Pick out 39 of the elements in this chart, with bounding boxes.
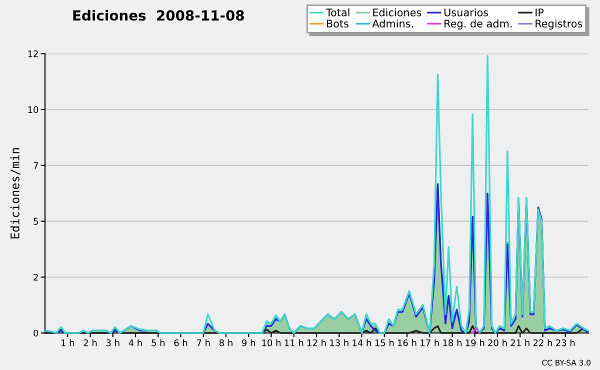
x-tick-label: 3 h: [106, 339, 120, 346]
legend-label: Usuarios: [444, 8, 488, 16]
y-tick-label: 7: [34, 162, 38, 169]
y-tick-label: 5: [34, 218, 38, 225]
x-tick-label: 5 h: [152, 339, 165, 346]
x-tick-label: 10 h: [262, 339, 281, 346]
x-tick-label: 11 h: [284, 339, 304, 346]
x-tick-label: 17 h: [420, 339, 439, 346]
x-tick-label: 4 h: [128, 339, 142, 346]
x-tick-label: 15 h: [375, 339, 394, 346]
x-tick-label: 12 h: [307, 339, 326, 346]
x-tick-label: 16 h: [398, 339, 416, 346]
x-tick-label: 13 h: [330, 339, 348, 346]
y-tick-label: 2: [34, 274, 38, 281]
x-tick-label: 1 h: [61, 339, 74, 346]
y-tick-label: 12: [28, 50, 38, 58]
legend-label: IP: [536, 8, 544, 16]
x-tick-label: 9 h: [242, 339, 256, 346]
legend-label: Reg. de adm.: [444, 19, 512, 30]
legend-label: Bots: [326, 20, 348, 28]
y-tick-label: 0: [34, 330, 38, 337]
x-tick-label: 7 h: [196, 339, 210, 346]
x-tick-label: 23 h: [556, 339, 575, 346]
x-tick-label: 20 h: [488, 339, 507, 346]
y-tick-label: 10: [28, 106, 38, 114]
x-tick-label: 14 h: [352, 339, 372, 346]
x-tick-label: 22 h: [533, 339, 552, 346]
legend-label: Total: [326, 8, 350, 16]
x-tick-label: 19 h: [466, 339, 484, 346]
x-tick-label: 2 h: [84, 339, 97, 346]
legend-label: Ediciones: [373, 8, 422, 16]
legend-label: Registros: [536, 19, 582, 30]
x-tick-label: 8 h: [219, 339, 232, 346]
y-axis-title: Ediciones/min: [10, 148, 20, 238]
x-tick-label: 21 h: [510, 339, 530, 346]
x-tick-label: 6 h: [174, 339, 188, 346]
x-tick-label: 18 h: [443, 339, 462, 346]
legend-label: Admins.: [372, 19, 413, 28]
chart-title: Ediciones 2008-11-08: [73, 10, 244, 21]
